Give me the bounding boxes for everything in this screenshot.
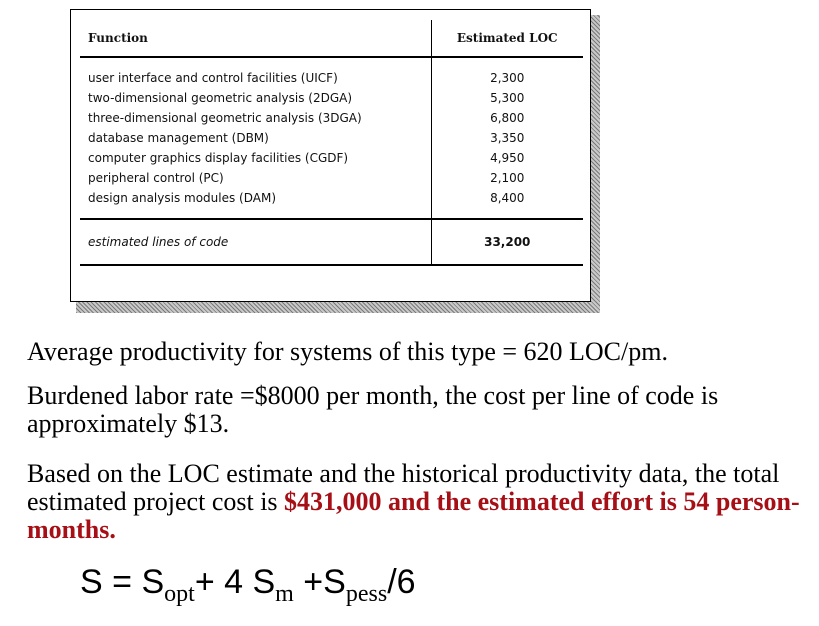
formula-plus: + [293, 563, 324, 601]
table-header-row: Function Estimated LOC [80, 20, 583, 58]
loc-cell: 2,300 [490, 71, 525, 85]
loc-cell: 4,950 [490, 151, 525, 165]
table-total-row: estimated lines of code 33,200 [80, 218, 583, 266]
formula-pess-subscript: pess [345, 581, 388, 607]
loc-estimate-table: Function Estimated LOC user interface an… [80, 20, 583, 266]
formula-divide-six: /6 [387, 563, 416, 601]
function-cell: peripheral control (PC) [80, 168, 432, 188]
function-cell: computer graphics display facilities (CG… [80, 148, 432, 168]
function-cell: two-dimensional geometric analysis (2DGA… [80, 88, 432, 108]
formula-plus-four: + 4 [194, 563, 253, 601]
formula-m-subscript: m [275, 581, 294, 607]
formula-s-m: S [252, 563, 276, 601]
formula-opt-subscript: opt [164, 581, 195, 607]
function-cell: design analysis modules (DAM) [80, 188, 432, 219]
cost-effort-highlight: $431,000 and the estimated effort is 54 … [27, 487, 800, 544]
loc-cell: 8,400 [490, 191, 525, 205]
loc-cell: 6,800 [490, 111, 525, 125]
table-row: user interface and control facilities (U… [80, 57, 583, 88]
table-row: design analysis modules (DAM) 8,400 [80, 188, 583, 219]
function-column-header: Function [80, 20, 432, 58]
table-row: three-dimensional geometric analysis (3D… [80, 108, 583, 128]
formula-equals: = [112, 563, 142, 601]
estimated-loc-column-header: Estimated LOC [431, 20, 583, 58]
loc-estimate-table-figure: Function Estimated LOC user interface an… [70, 9, 591, 302]
formula-s-pess: S [323, 563, 346, 601]
table-row: peripheral control (PC) 2,100 [80, 168, 583, 188]
table-row: computer graphics display facilities (CG… [80, 148, 583, 168]
total-label: estimated lines of code [80, 218, 432, 266]
formula-s-opt: S [141, 563, 165, 601]
cost-estimate-statement: Based on the LOC estimate and the histor… [27, 460, 812, 544]
table-row: database management (DBM) 3,350 [80, 128, 583, 148]
loc-cell: 5,300 [490, 91, 525, 105]
cost-estimate-text: Based on the LOC estimate and the histor… [27, 459, 780, 516]
function-cell: database management (DBM) [80, 128, 432, 148]
three-point-estimate-formula: S = Sopt+ 4 Sm +Spess/6 [80, 562, 416, 606]
loc-cell: 3,350 [490, 131, 525, 145]
function-cell: three-dimensional geometric analysis (3D… [80, 108, 432, 128]
formula-lhs: S [80, 563, 103, 601]
table-row: two-dimensional geometric analysis (2DGA… [80, 88, 583, 108]
productivity-statement: Average productivity for systems of this… [27, 337, 668, 366]
loc-cell: 2,100 [490, 171, 525, 185]
total-value: 33,200 [431, 218, 583, 266]
function-cell: user interface and control facilities (U… [80, 57, 432, 88]
labor-rate-statement: Burdened labor rate =$8000 per month, th… [27, 381, 719, 438]
